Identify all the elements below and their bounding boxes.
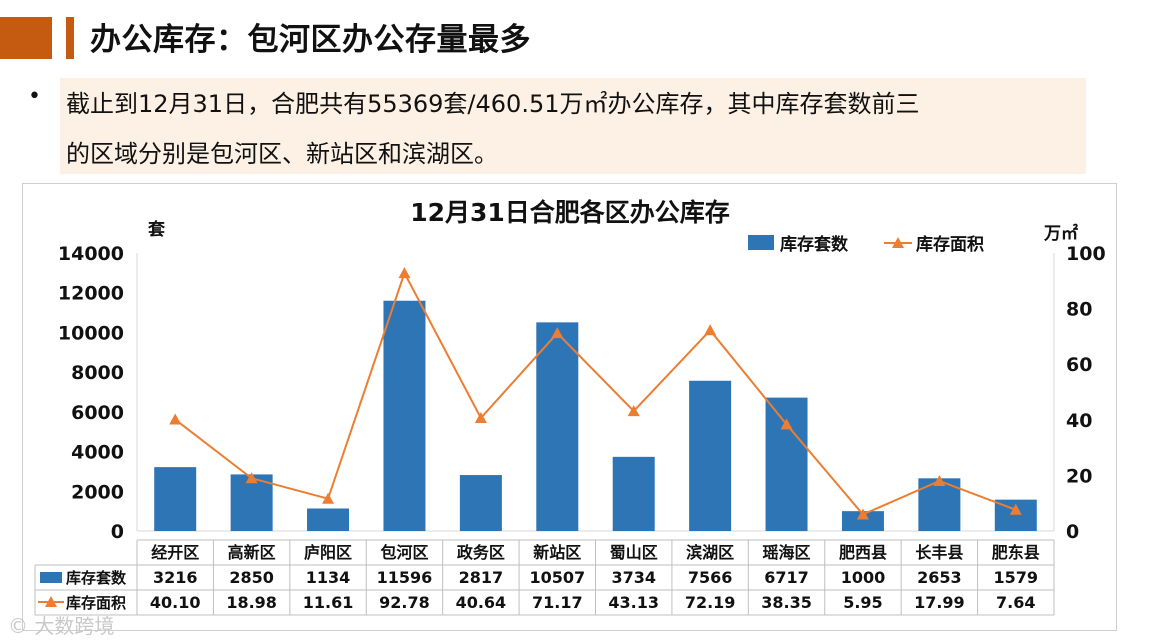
table-bar-swatch: [40, 572, 62, 583]
left-tick-label: 10000: [58, 322, 124, 344]
table-bar-value: 11596: [377, 568, 433, 587]
chart-title: 12月31日合肥各区办公库存: [410, 198, 730, 227]
table-line-value: 5.95: [843, 593, 882, 612]
table-bar-label: 库存套数: [66, 569, 127, 587]
right-tick-label: 0: [1066, 521, 1079, 543]
line-point-新站区: [551, 327, 564, 339]
table-bar-value: 10507: [529, 568, 585, 587]
note-line-1: 截止到12月31日，合肥共有55369套/460.51万㎡办公库存，其中库存套数…: [66, 90, 920, 118]
bar-经开区: [154, 467, 197, 531]
bar-瑶海区: [765, 397, 808, 531]
category-label: 瑶海区: [763, 543, 811, 562]
table-bar-value: 3216: [153, 568, 198, 587]
line-point-政务区: [474, 412, 487, 424]
line-point-高新区: [245, 472, 258, 484]
legend-line-label: 库存面积: [916, 234, 984, 255]
table-line-value: 72.19: [685, 593, 736, 612]
bar-庐阳区: [307, 508, 350, 531]
bar-政务区: [459, 475, 502, 531]
line-point-肥东县: [1009, 503, 1022, 515]
line-point-滨湖区: [704, 324, 717, 336]
table-bar-value: 7566: [688, 568, 733, 587]
left-tick-label: 14000: [58, 243, 124, 265]
category-label: 政务区: [457, 543, 505, 562]
category-label: 蜀山区: [610, 543, 658, 562]
note-highlight-box: [60, 78, 1086, 174]
table-line-marker: [45, 596, 57, 607]
line-point-庐阳区: [322, 492, 335, 504]
table-line-value: 40.10: [150, 593, 201, 612]
category-label: 高新区: [228, 543, 276, 562]
right-tick-label: 60: [1066, 354, 1092, 376]
title-accent-block: [0, 17, 52, 59]
table-line-value: 7.64: [996, 593, 1035, 612]
line-point-经开区: [169, 413, 182, 425]
note-line-2: 的区域分别是包河区、新站区和滨湖区。: [66, 140, 498, 168]
left-tick-label: 0: [111, 521, 124, 543]
bar-蜀山区: [612, 456, 655, 531]
left-tick-label: 4000: [71, 442, 124, 464]
category-label: 肥西县: [839, 543, 887, 562]
table-line-value: 40.64: [456, 593, 507, 612]
legend-bar-swatch: [748, 235, 774, 250]
category-label: 庐阳区: [304, 543, 352, 562]
left-axis-unit: 套: [147, 219, 166, 240]
legend-bar-label: 库存套数: [780, 234, 849, 255]
table-line-value: 18.98: [226, 593, 277, 612]
left-tick-label: 8000: [71, 362, 124, 384]
bar-新站区: [536, 322, 579, 531]
table-line-value: 17.99: [914, 593, 965, 612]
left-tick-label: 6000: [71, 402, 124, 424]
watermark: © 大数跨境: [8, 614, 115, 638]
legend-line-marker: [892, 237, 904, 248]
left-tick-label: 2000: [71, 481, 124, 503]
right-axis-unit: 万㎡: [1043, 223, 1078, 244]
table-bar-value: 3734: [611, 568, 656, 587]
category-label: 滨湖区: [686, 543, 734, 562]
category-label: 经开区: [151, 543, 199, 562]
right-tick-label: 20: [1066, 465, 1092, 487]
table-bar-value: 1579: [994, 568, 1039, 587]
table-bar-value: 2850: [229, 568, 274, 587]
table-line-value: 71.17: [532, 593, 583, 612]
right-tick-label: 100: [1066, 243, 1106, 265]
table-line-value: 11.61: [303, 593, 354, 612]
left-tick-label: 12000: [58, 283, 124, 305]
table-line-value: 92.78: [379, 593, 430, 612]
slide-heading: 办公库存：包河区办公存量最多: [90, 22, 531, 58]
table-bar-value: 1000: [841, 568, 886, 587]
bullet-marker: •: [28, 84, 41, 109]
line-point-包河区: [398, 267, 411, 279]
bar-包河区: [383, 300, 426, 531]
bar-高新区: [230, 474, 273, 531]
table-bar-value: 2653: [917, 568, 962, 587]
right-tick-label: 40: [1066, 410, 1092, 432]
bar-滨湖区: [689, 380, 732, 531]
table-line-value: 38.35: [761, 593, 812, 612]
category-label: 长丰县: [915, 543, 963, 562]
category-label: 新站区: [533, 543, 581, 562]
category-label: 包河区: [380, 543, 428, 562]
line-point-蜀山区: [627, 405, 640, 417]
table-line-label: 库存面积: [66, 594, 126, 612]
right-tick-label: 80: [1066, 299, 1092, 321]
category-label: 肥东县: [992, 543, 1040, 562]
table-bar-value: 1134: [306, 568, 351, 587]
line-point-长丰县: [933, 474, 946, 486]
line-point-瑶海区: [780, 418, 793, 430]
bar-肥西县: [841, 511, 884, 531]
line-point-肥西县: [856, 508, 869, 520]
area-series-line: [174, 270, 1017, 516]
table-bar-value: 6717: [764, 568, 809, 587]
table-line-value: 43.13: [608, 593, 659, 612]
title-accent-bar: [66, 17, 74, 59]
table-bar-value: 2817: [459, 568, 504, 587]
